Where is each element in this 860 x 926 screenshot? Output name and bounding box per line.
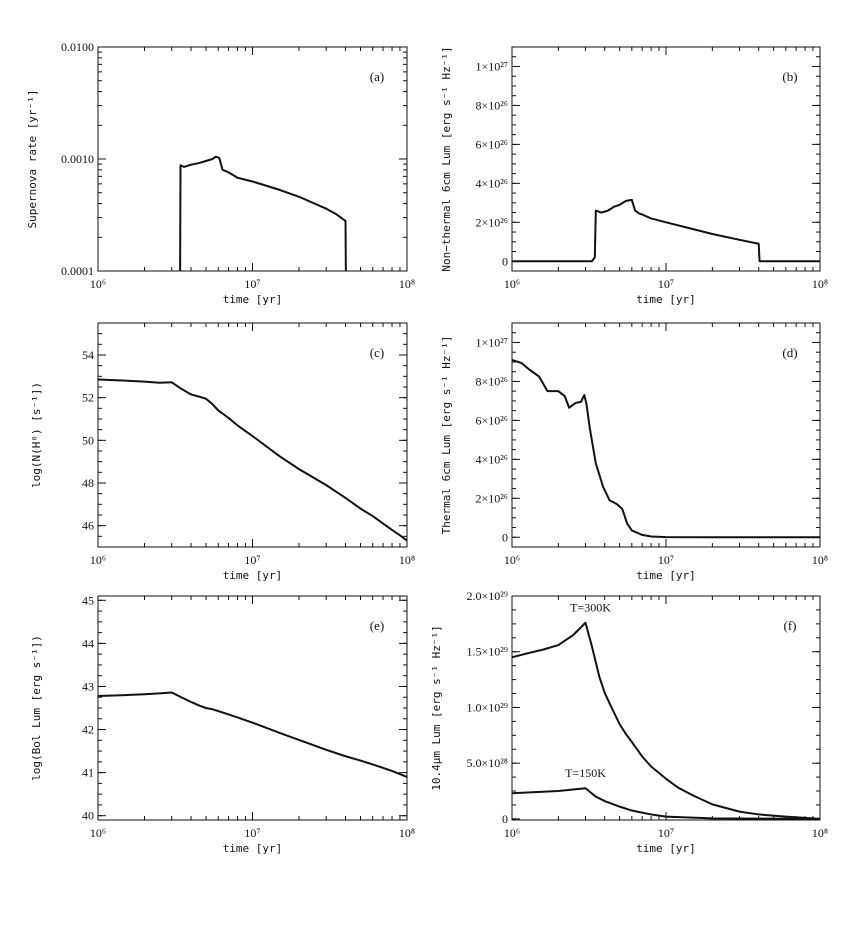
series-line-log-bol-lum [98, 691, 407, 778]
y-tick-label: 6×10²⁶ [475, 413, 508, 427]
panel-label: (c) [370, 345, 384, 360]
y-axis-label: log(Bol Lum [erg s⁻¹]) [30, 635, 43, 781]
series-line-non-thermal-6cm [512, 198, 820, 263]
x-axis-label: time [yr] [636, 842, 696, 855]
x-axis-label: time [yr] [636, 569, 696, 582]
y-tick-label: 0.0001 [61, 264, 94, 278]
y-tick-label: 0 [502, 254, 508, 268]
panel-c: 10⁶ 10⁷ 10⁸ 46 48 50 52 54 time [yr] log(N(H⁰) [s… [30, 322, 415, 582]
panel-label: (f) [784, 618, 797, 633]
x-tick-label: 10⁸ [399, 553, 415, 567]
x-tick-label: 10⁷ [658, 277, 674, 291]
y-tick-label: 40 [82, 809, 94, 823]
y-tick-label: 52 [82, 391, 94, 405]
x-tick-label: 10⁷ [244, 277, 260, 291]
series-line-t-150k [512, 787, 820, 820]
x-axis-label: time [yr] [636, 293, 696, 306]
y-tick-label: 1.0×10²⁹ [466, 700, 508, 714]
y-axis-label: Supernova rate [yr⁻¹] [26, 89, 39, 228]
y-tick-label: 0.0010 [61, 152, 94, 166]
x-tick-label: 10⁸ [812, 826, 828, 840]
y-tick-label: 6×10²⁶ [475, 137, 508, 151]
x-tick-label: 10⁶ [90, 277, 106, 291]
annotation: T=150K [565, 766, 606, 780]
y-axis-label: 10.4μm Lum [erg s⁻¹ Hz⁻¹] [430, 625, 443, 791]
x-tick-label: 10⁷ [658, 826, 674, 840]
panel-d: 10⁶ 10⁷ 10⁸ 0 2×10²⁶ 4×10²⁶ 6×10²⁶ 8×10²⁶ 1×10²⁷… [440, 322, 828, 582]
x-axis-label: time [yr] [223, 293, 283, 306]
series-line-t-300k [512, 621, 820, 820]
y-tick-label: 43 [82, 679, 94, 693]
y-tick-label: 42 [82, 723, 94, 737]
y-tick-label: 0 [502, 812, 508, 826]
y-tick-label: 2×10²⁶ [475, 215, 508, 229]
y-axis-label: Thermal 6cm Lum [erg s⁻¹ Hz⁻¹] [440, 336, 453, 535]
panel-label: (a) [370, 69, 384, 84]
panel-label: (b) [782, 69, 797, 84]
y-axis-label: Non−thermal 6cm Lum [erg s⁻¹ Hz⁻¹] [440, 46, 453, 271]
x-tick-label: 10⁸ [399, 826, 415, 840]
series-line-sn-rate [179, 155, 347, 271]
panel-label: (e) [370, 618, 384, 633]
series-line-thermal-6cm [512, 359, 820, 539]
x-tick-label: 10⁶ [504, 826, 520, 840]
y-tick-label: 2.0×10²⁹ [466, 589, 508, 603]
plot-frame [511, 322, 821, 548]
y-tick-label: 45 [82, 593, 94, 607]
y-tick-label: 46 [82, 519, 94, 533]
y-tick-label: 1×10²⁷ [475, 59, 508, 73]
y-tick-label: 1×10²⁷ [475, 335, 508, 349]
panel-a: 10⁶ 10⁷ 10⁸ 0.0001 0.0010 0.0100 time [yr] Supe… [26, 40, 415, 306]
x-tick-label: 10⁸ [812, 553, 828, 567]
plot-frame [511, 595, 821, 821]
y-axis-label: log(N(H⁰) [s⁻¹]) [30, 382, 43, 488]
x-tick-label: 10⁶ [504, 553, 520, 567]
x-axis-label: time [yr] [223, 842, 283, 855]
x-tick-label: 10⁸ [812, 277, 828, 291]
y-tick-label: 44 [82, 636, 94, 650]
annotation: T=300K [570, 601, 611, 615]
y-tick-label: 8×10²⁶ [475, 98, 508, 112]
y-tick-label: 48 [82, 476, 94, 490]
y-tick-label: 1.5×10²⁹ [466, 645, 508, 659]
x-tick-label: 10⁷ [244, 553, 260, 567]
panel-e: 10⁶ 10⁷ 10⁸ 40 41 42 43 44 45 time [yr] log(Bol Lu… [30, 593, 415, 855]
plot-frame [511, 46, 821, 272]
y-tick-label: 5.0×10²⁸ [466, 756, 508, 770]
plot-frame [97, 46, 408, 272]
y-tick-label: 50 [82, 433, 94, 447]
x-tick-label: 10⁶ [504, 277, 520, 291]
x-tick-label: 10⁶ [90, 553, 106, 567]
panel-f: 10⁶ 10⁷ 10⁸ 0 5.0×10²⁸ 1.0×10²⁹ 1.5×10²⁹ 2.0×10… [430, 589, 828, 855]
y-tick-label: 0 [502, 530, 508, 544]
panel-b: 10⁶ 10⁷ 10⁸ 0 2×10²⁶ 4×10²⁶ 6×10²⁶ 8×10²⁶ 1×10²⁷… [440, 46, 828, 306]
x-tick-label: 10⁷ [658, 553, 674, 567]
x-tick-label: 10⁷ [244, 826, 260, 840]
panel-label: (d) [782, 345, 797, 360]
y-tick-label: 41 [82, 766, 94, 780]
x-tick-label: 10⁸ [399, 277, 415, 291]
y-tick-label: 2×10²⁶ [475, 491, 508, 505]
y-tick-label: 4×10²⁶ [475, 452, 508, 466]
y-tick-label: 54 [82, 348, 94, 362]
y-tick-label: 0.0100 [61, 40, 94, 54]
series-line-log-n-h0- [98, 378, 407, 542]
x-axis-label: time [yr] [223, 569, 283, 582]
plot-frame [97, 595, 408, 821]
y-tick-label: 4×10²⁶ [475, 176, 508, 190]
y-tick-label: 8×10²⁶ [475, 374, 508, 388]
x-tick-label: 10⁶ [90, 826, 106, 840]
